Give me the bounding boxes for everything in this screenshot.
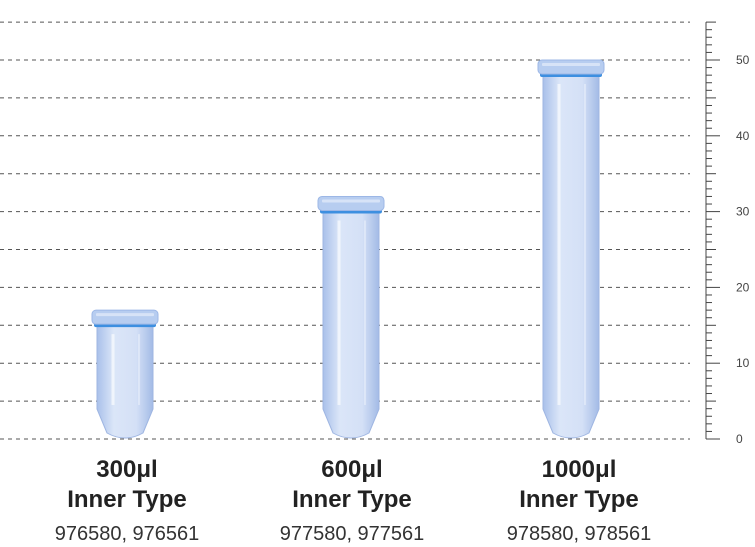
catalog-numbers: 978580, 978561 — [506, 523, 652, 545]
tube-cap — [91, 309, 159, 325]
caption-tube-1000: 1000μl Inner Type 978580, 978561 — [464, 455, 694, 547]
cap-highlight — [542, 63, 600, 66]
tube-type-label: Inner Type — [67, 486, 187, 513]
tube-300 — [91, 309, 159, 439]
caption-tube-300: 300μl Inner Type 976580, 976561 — [12, 455, 242, 547]
tube-type-label: Inner Type — [292, 486, 412, 513]
tube-volume-label: 600μl — [321, 456, 383, 483]
tube-body — [322, 209, 380, 439]
tube-volume-label: 1000μl — [541, 456, 617, 483]
tube-1000 — [537, 59, 605, 439]
cap-highlight — [322, 199, 380, 203]
tick-label: 50 — [736, 53, 750, 67]
tick-label: 30 — [736, 205, 750, 219]
tube-illustrations — [91, 59, 605, 439]
tube-body — [542, 73, 600, 439]
tick-label: 0 — [736, 432, 743, 446]
tick-label: 10 — [736, 356, 750, 370]
tube-cap — [537, 59, 605, 75]
catalog-numbers: 977580, 977561 — [279, 523, 425, 545]
tube-600 — [317, 195, 385, 439]
height-scale-axis: 0 10 20 30 40 50 — [705, 21, 750, 446]
tick-label: 20 — [736, 280, 750, 294]
tube-cap — [317, 195, 385, 211]
tube-type-label: Inner Type — [519, 486, 639, 513]
tube-volume-label: 300μl — [96, 456, 158, 483]
tube-body — [96, 323, 154, 439]
caption-tube-600: 600μl Inner Type 977580, 977561 — [237, 455, 467, 547]
cap-highlight — [96, 313, 154, 317]
tick-label: 40 — [736, 129, 750, 143]
catalog-numbers: 976580, 976561 — [54, 523, 200, 545]
